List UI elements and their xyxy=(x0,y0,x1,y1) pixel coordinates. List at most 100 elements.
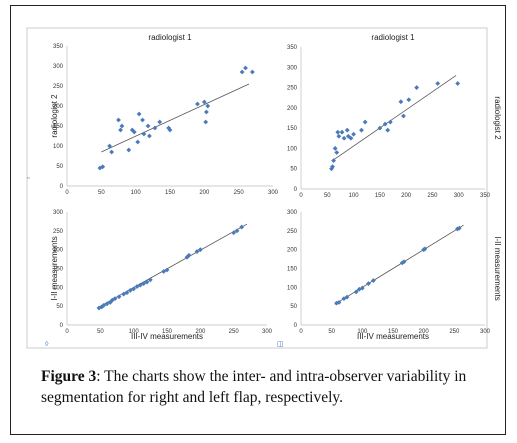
data-point xyxy=(351,131,356,137)
x-tick-label: 100 xyxy=(349,193,360,199)
x-tick-label: 250 xyxy=(234,190,245,196)
data-point xyxy=(101,303,107,308)
x-tick-label: 50 xyxy=(97,329,104,335)
x-axis-label: III-IV measurements xyxy=(131,332,203,341)
data-point xyxy=(131,129,137,135)
data-point xyxy=(359,127,364,133)
data-point xyxy=(353,289,359,295)
x-tick-label: 50 xyxy=(98,190,105,196)
y-tick-label: 300 xyxy=(287,210,298,216)
data-point xyxy=(344,294,350,300)
x-axis-label: III-IV measurements xyxy=(357,332,429,341)
y-tick-label: 50 xyxy=(56,304,63,310)
data-point xyxy=(124,290,130,296)
data-point xyxy=(250,69,255,75)
data-point xyxy=(455,81,461,86)
x-tick-label: 300 xyxy=(480,329,491,335)
data-point xyxy=(161,269,167,274)
x-tick-label: 300 xyxy=(454,193,465,199)
data-point xyxy=(382,121,388,127)
chart-panel-frame xyxy=(26,27,488,349)
x-tick-label: 50 xyxy=(324,193,331,199)
y-tick-label: 0 xyxy=(294,323,298,329)
x-tick-label: 100 xyxy=(357,329,368,335)
data-point xyxy=(157,119,163,125)
data-point xyxy=(456,225,462,231)
y-tick-label: 150 xyxy=(287,126,298,132)
trend-line xyxy=(334,224,464,305)
data-point xyxy=(203,109,209,115)
x-tick-label: 0 xyxy=(299,193,303,199)
x-tick-label: 250 xyxy=(427,193,438,199)
data-point xyxy=(341,135,347,141)
data-point xyxy=(141,131,147,137)
data-point xyxy=(335,129,341,135)
x-tick-label: 300 xyxy=(268,190,279,196)
y-tick-label: 100 xyxy=(287,146,298,152)
x-tick-label: 200 xyxy=(195,329,206,335)
y-tick-label: 250 xyxy=(287,86,298,92)
figure-charts: 0 50 100 150 200 250 300 0 50 100 150 200 250 300 350 r… xyxy=(26,27,502,349)
data-point xyxy=(398,99,404,105)
y-tick-label: 200 xyxy=(53,104,64,110)
x-tick-label: 100 xyxy=(129,329,140,335)
y-tick-label: 250 xyxy=(287,229,298,235)
x-tick-label: 200 xyxy=(419,329,430,335)
data-point xyxy=(186,252,192,258)
data-point xyxy=(145,123,151,129)
y-tick-label: 0 xyxy=(294,187,298,193)
data-point xyxy=(414,85,420,90)
chart-top-left: 0 50 100 150 200 250 300 0 50 100 150 200 250 300 350 r… xyxy=(27,33,279,196)
x-tick-label: 0 xyxy=(65,190,69,196)
x-tick-label: 200 xyxy=(199,190,210,196)
data-point xyxy=(401,259,407,265)
x-tick-label: 250 xyxy=(449,329,460,335)
data-point xyxy=(422,246,428,252)
y-tick-label: 350 xyxy=(53,44,64,50)
data-point xyxy=(330,164,335,170)
data-point xyxy=(385,127,391,133)
data-point xyxy=(344,127,350,133)
y-tick-label: 100 xyxy=(287,285,298,291)
data-point xyxy=(243,65,248,71)
data-point xyxy=(366,281,371,286)
y-tick-label: 100 xyxy=(53,144,64,150)
data-point xyxy=(231,230,237,236)
data-point xyxy=(356,286,362,292)
y-tick-label: 50 xyxy=(56,164,63,170)
data-point xyxy=(234,228,240,234)
y-tick-label: 250 xyxy=(53,84,64,90)
data-point xyxy=(331,158,336,163)
data-point xyxy=(164,267,170,273)
x-tick-label: 0 xyxy=(65,329,69,335)
data-point xyxy=(112,296,118,302)
data-point xyxy=(197,247,203,253)
y-tick-label: 100 xyxy=(53,285,64,291)
y-axis-label: I-II measurements xyxy=(50,236,59,300)
data-point xyxy=(116,294,122,300)
data-point xyxy=(205,103,211,109)
data-point xyxy=(104,301,110,307)
caption-text: : The charts show the inter- and intra-o… xyxy=(41,368,467,406)
data-point xyxy=(362,119,368,125)
data-point xyxy=(99,304,105,310)
data-point xyxy=(100,164,106,170)
data-point xyxy=(401,113,406,119)
data-point xyxy=(135,139,141,145)
y-tick-label: 300 xyxy=(287,65,298,71)
data-point xyxy=(167,127,173,133)
figure-caption: Figure 3: The charts show the inter- and… xyxy=(41,366,511,408)
data-point xyxy=(121,291,127,297)
legend-marker: ◊ xyxy=(45,341,49,348)
x-tick-label: 150 xyxy=(165,190,176,196)
y-tick-label: 0 xyxy=(60,184,64,190)
data-point xyxy=(239,69,245,75)
y-tick-label: 150 xyxy=(53,267,64,273)
y-tick-label: 300 xyxy=(53,64,64,70)
data-point xyxy=(134,284,140,289)
chart-title: radiologist 1 xyxy=(371,33,415,42)
data-point xyxy=(406,97,412,103)
data-point xyxy=(152,125,158,131)
data-point xyxy=(370,278,376,283)
data-point xyxy=(147,133,152,139)
